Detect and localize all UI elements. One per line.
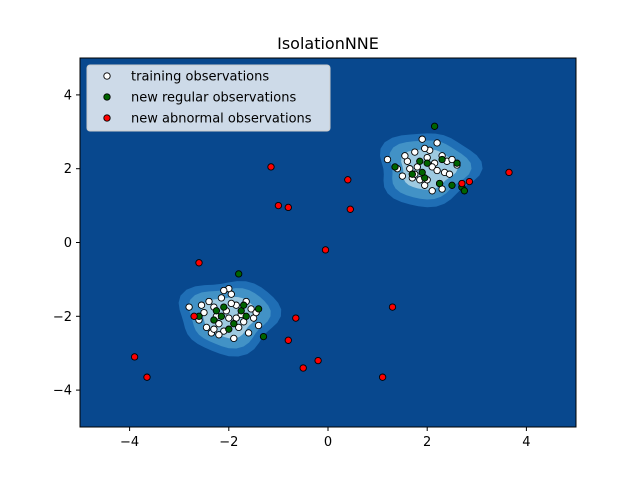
point-series-3 (292, 314, 300, 322)
point-series-2 (416, 157, 424, 165)
point-series-2 (418, 168, 426, 177)
point-series-3 (458, 179, 466, 188)
point-series-2 (254, 305, 263, 313)
scatter-points (130, 122, 513, 381)
y-tick-label: 0 (64, 236, 72, 251)
legend-marker (103, 114, 111, 122)
point-series-2 (220, 303, 228, 311)
point-series-1 (215, 331, 223, 339)
point-series-1 (244, 329, 253, 337)
point-series-2 (235, 270, 243, 278)
point-series-1 (210, 325, 218, 333)
point-series-1 (254, 321, 263, 330)
y-axis: −4 −2 0 2 4 (53, 88, 80, 399)
point-series-1 (202, 323, 211, 332)
point-series-1 (401, 152, 409, 160)
point-series-1 (428, 163, 436, 171)
point-series-2 (225, 325, 233, 333)
point-series-2 (438, 155, 446, 164)
x-axis: −4 −2 0 2 4 (120, 427, 531, 450)
point-series-2 (448, 181, 456, 189)
point-series-1 (197, 301, 206, 309)
x-tick-label: 0 (324, 435, 332, 450)
point-series-3 (195, 259, 203, 267)
x-tick-label: 2 (423, 435, 431, 450)
y-tick-label: −2 (53, 310, 72, 325)
point-series-3 (190, 312, 198, 320)
x-tick-label: −2 (219, 435, 238, 450)
point-series-3 (344, 176, 352, 184)
x-tick-label: 4 (522, 435, 530, 450)
point-series-2 (259, 332, 268, 341)
point-series-2 (460, 187, 469, 195)
point-series-2 (430, 122, 439, 130)
point-series-1 (421, 144, 429, 153)
legend-label: new abnormal observations (131, 112, 312, 127)
point-series-2 (408, 170, 416, 178)
point-series-2 (453, 159, 461, 167)
point-series-3 (505, 168, 513, 177)
point-series-3 (267, 163, 275, 171)
legend-marker (103, 93, 111, 101)
point-series-1 (185, 303, 193, 311)
point-series-2 (230, 320, 238, 328)
point-series-1 (225, 314, 233, 322)
point-series-1 (398, 172, 407, 180)
point-series-1 (383, 155, 392, 164)
point-series-1 (217, 294, 226, 302)
point-series-1 (448, 155, 456, 164)
point-series-1 (230, 334, 238, 343)
point-series-1 (418, 135, 426, 143)
point-series-3 (274, 201, 283, 210)
y-tick-label: 4 (64, 88, 72, 103)
x-tick-label: −4 (120, 435, 139, 450)
point-series-1 (445, 170, 454, 178)
point-series-1 (433, 166, 441, 175)
point-series-1 (247, 305, 255, 313)
point-series-1 (235, 323, 243, 332)
point-series-3 (284, 336, 292, 344)
point-series-3 (378, 373, 387, 381)
legend-label: training observations (131, 70, 269, 85)
point-series-3 (346, 205, 354, 213)
point-series-3 (388, 303, 397, 311)
legend-label: new regular observations (131, 91, 296, 106)
legend-box (86, 64, 331, 132)
point-series-1 (227, 299, 235, 308)
point-series-1 (428, 187, 436, 195)
point-series-2 (212, 307, 221, 315)
point-series-1 (215, 320, 223, 328)
point-series-2 (423, 159, 431, 167)
point-series-3 (299, 364, 307, 372)
y-tick-label: −4 (53, 384, 72, 399)
point-series-1 (200, 308, 208, 317)
point-series-2 (210, 316, 218, 324)
legend: training observations new regular observa… (86, 64, 331, 132)
y-tick-label: 2 (64, 162, 72, 177)
chart-title: IsolationNNE (277, 34, 379, 53)
point-series-1 (411, 148, 419, 156)
point-series-2 (391, 163, 399, 171)
point-series-3 (314, 356, 322, 365)
point-series-3 (465, 177, 474, 186)
point-series-1 (433, 139, 441, 147)
point-series-2 (217, 312, 226, 320)
point-series-2 (240, 301, 248, 309)
point-series-1 (220, 286, 228, 295)
point-series-3 (130, 353, 139, 361)
point-series-3 (321, 246, 330, 254)
point-series-3 (143, 373, 151, 381)
legend-marker (103, 72, 111, 80)
point-series-2 (435, 179, 444, 188)
point-series-3 (284, 203, 292, 212)
point-series-1 (205, 297, 213, 306)
point-series-2 (242, 312, 250, 320)
